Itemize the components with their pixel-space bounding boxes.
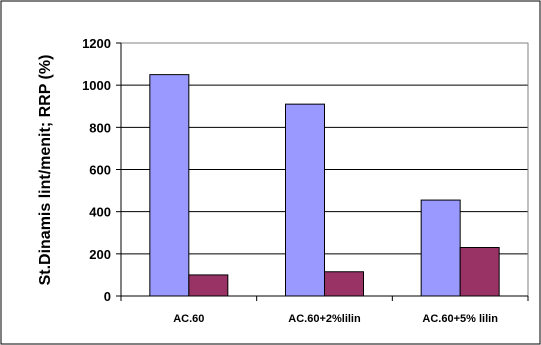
bar bbox=[420, 199, 461, 297]
y-tick-label: 0 bbox=[104, 289, 111, 304]
x-category-label: AC.60 bbox=[173, 313, 204, 325]
y-tick-label: 600 bbox=[89, 163, 111, 178]
bar bbox=[188, 274, 229, 297]
x-category-label: AC.60+2%lilin bbox=[288, 313, 361, 325]
bars bbox=[149, 74, 500, 297]
bar bbox=[149, 74, 190, 297]
bar bbox=[459, 247, 500, 297]
y-tick-label: 200 bbox=[89, 247, 111, 262]
x-axis bbox=[120, 43, 529, 301]
y-tick-label: 1200 bbox=[82, 36, 111, 51]
y-tick-label: 1000 bbox=[82, 78, 111, 93]
y-tick-label: 800 bbox=[89, 120, 111, 135]
bar bbox=[285, 103, 325, 297]
y-axis-title: St.Dinamis lint/menit; RRP (%) bbox=[37, 55, 54, 286]
y-tick-label: 400 bbox=[89, 205, 111, 220]
x-category-label: AC.60+5% lilin bbox=[422, 313, 498, 325]
x-axis-category-labels: AC.60 AC.60+2%lilin AC.60+5% lilin bbox=[173, 313, 498, 325]
y-axis-ticks: 0 200 400 600 800 1000 1200 bbox=[82, 36, 121, 304]
bar bbox=[324, 271, 364, 297]
